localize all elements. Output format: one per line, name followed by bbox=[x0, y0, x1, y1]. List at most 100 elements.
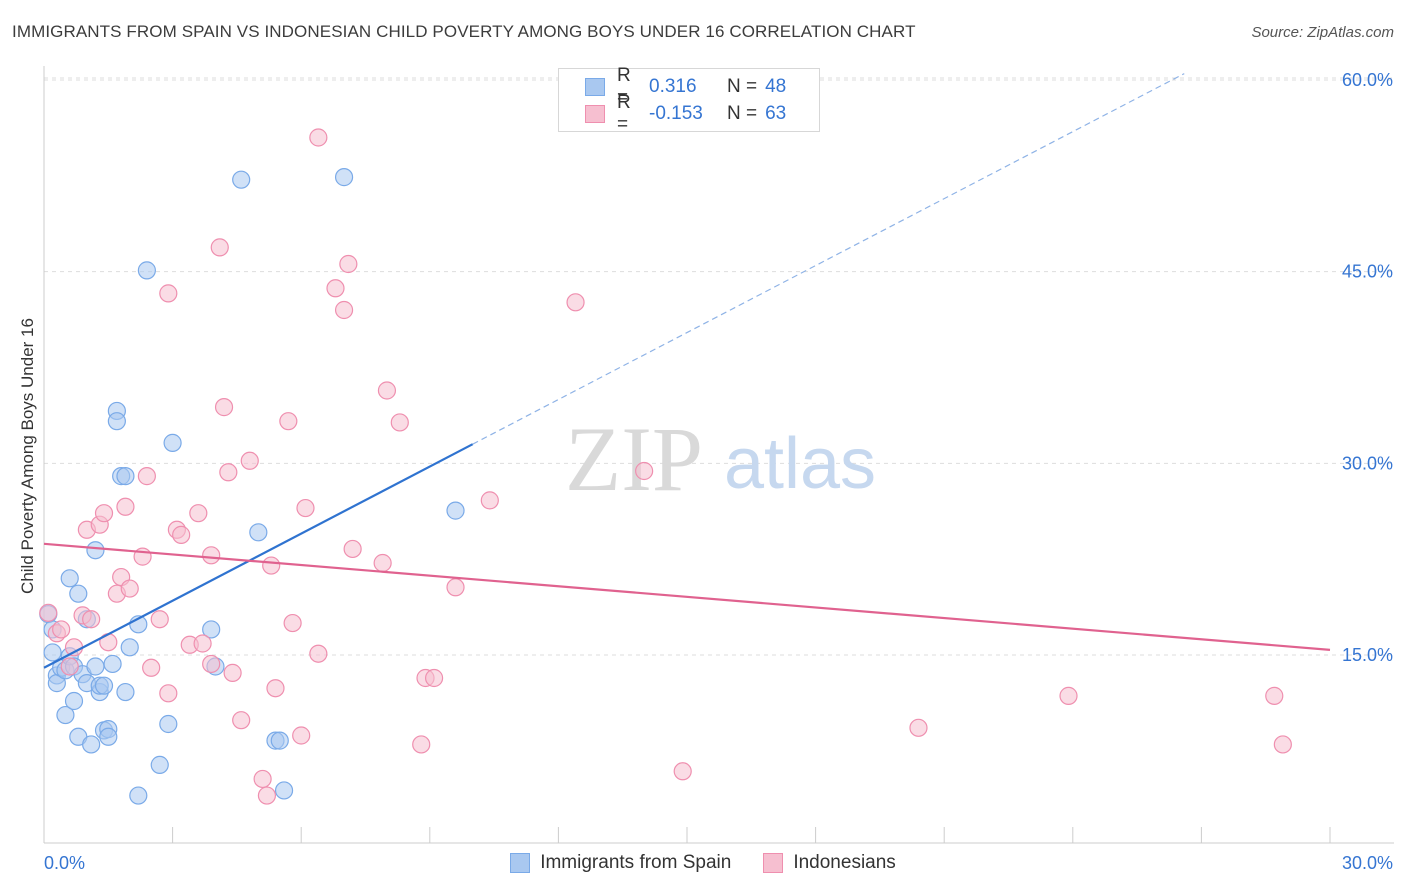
data-point-indonesians bbox=[283, 613, 302, 633]
trend-lines bbox=[43, 73, 1331, 669]
data-point-spain bbox=[64, 691, 84, 711]
data-point-indonesians bbox=[240, 451, 259, 470]
data-point-indonesians bbox=[909, 718, 928, 737]
data-point-spain bbox=[159, 714, 178, 734]
data-point-indonesians bbox=[159, 284, 178, 303]
data-point-indonesians bbox=[373, 553, 392, 573]
data-point-spain bbox=[129, 786, 148, 805]
data-point-indonesians bbox=[94, 504, 114, 523]
tick-labels: 15.0% 30.0% 45.0% 60.0% 0.0% 30.0% bbox=[44, 70, 1393, 873]
data-point-indonesians bbox=[202, 654, 221, 674]
data-point-spain bbox=[137, 261, 156, 280]
data-point-indonesians bbox=[566, 293, 585, 312]
data-point-indonesians bbox=[189, 504, 208, 523]
legend-item-indonesians: Indonesians bbox=[763, 852, 896, 874]
data-point-indonesians bbox=[309, 128, 328, 147]
data-point-indonesians bbox=[60, 657, 79, 676]
data-point-indonesians bbox=[193, 634, 212, 653]
x-tick-label: 30.0% bbox=[1342, 853, 1393, 873]
legend-swatch-spain bbox=[510, 853, 531, 873]
data-point-spain bbox=[99, 727, 118, 746]
data-point-spain bbox=[86, 541, 105, 560]
legend-r-value-spain: 0.316 bbox=[649, 76, 697, 97]
data-point-indonesians bbox=[390, 413, 409, 432]
stats-legend: R = 0.316 N = 48 R = -0.153 N = 63 bbox=[558, 65, 820, 135]
data-point-indonesians bbox=[172, 525, 191, 544]
data-point-spain bbox=[43, 643, 62, 662]
data-point-indonesians bbox=[214, 398, 234, 417]
data-point-indonesians bbox=[1273, 735, 1292, 754]
legend-r-value-indonesians: -0.153 bbox=[649, 103, 703, 124]
data-point-spain bbox=[120, 638, 139, 657]
gridlines bbox=[44, 77, 1394, 656]
legend-row-spain: R = 0.316 N = 48 bbox=[585, 65, 787, 108]
legend-n-label: N = bbox=[727, 103, 758, 124]
legend-row-indonesians: R = -0.153 N = 63 bbox=[585, 92, 787, 135]
data-point-indonesians bbox=[279, 412, 298, 431]
data-point-spain bbox=[150, 755, 169, 774]
chart-title: IMMIGRANTS FROM SPAIN VS INDONESIAN CHIL… bbox=[12, 22, 916, 41]
data-point-indonesians bbox=[82, 610, 101, 629]
data-point-indonesians bbox=[673, 762, 692, 781]
data-point-spain bbox=[94, 676, 114, 695]
data-point-indonesians bbox=[137, 467, 156, 486]
data-point-spain bbox=[103, 654, 122, 674]
watermark: ZIP atlas bbox=[565, 408, 876, 510]
data-point-indonesians bbox=[232, 711, 251, 730]
data-point-indonesians bbox=[446, 578, 465, 597]
legend-item-spain: Immigrants from Spain bbox=[510, 852, 731, 874]
data-point-indonesians bbox=[142, 658, 161, 677]
axes bbox=[43, 66, 1394, 844]
legend-label-spain: Immigrants from Spain bbox=[540, 852, 732, 873]
trend-line-spain bbox=[43, 443, 474, 669]
data-point-spain bbox=[107, 412, 126, 431]
legend-swatch-indonesians bbox=[585, 105, 605, 123]
data-point-indonesians bbox=[223, 663, 242, 682]
data-point-indonesians bbox=[257, 786, 277, 805]
watermark-atlas: atlas bbox=[724, 424, 876, 504]
series-legend: Immigrants from Spain Indonesians bbox=[0, 852, 1406, 874]
source-label: Source: ZipAtlas.com bbox=[1251, 24, 1394, 41]
data-point-indonesians bbox=[635, 461, 654, 481]
data-point-indonesians bbox=[1265, 686, 1284, 705]
watermark-zip: ZIP bbox=[565, 408, 703, 510]
data-point-indonesians bbox=[1059, 686, 1078, 705]
data-point-indonesians bbox=[343, 539, 362, 559]
data-point-indonesians bbox=[150, 610, 169, 629]
data-point-indonesians bbox=[296, 498, 315, 518]
legend-label-indonesians: Indonesians bbox=[793, 852, 896, 873]
x-tick-label: 0.0% bbox=[44, 853, 85, 873]
data-point-spain bbox=[232, 170, 251, 189]
trend-line-spain-extended bbox=[472, 73, 1185, 445]
legend-swatch-indonesians bbox=[763, 853, 784, 873]
data-point-indonesians bbox=[292, 726, 311, 745]
data-point-spain bbox=[274, 781, 294, 800]
data-point-spain bbox=[116, 682, 135, 702]
data-point-indonesians bbox=[202, 546, 221, 565]
data-point-indonesians bbox=[424, 668, 444, 688]
data-point-spain bbox=[249, 523, 268, 542]
legend-n-label: N = bbox=[727, 76, 758, 97]
trend-line-indonesians bbox=[43, 542, 1331, 651]
data-point-indonesians bbox=[334, 300, 354, 320]
data-point-spain bbox=[270, 731, 289, 750]
legend-r-label: R = bbox=[617, 92, 631, 135]
legend-swatch-spain bbox=[585, 78, 605, 96]
data-point-indonesians bbox=[412, 735, 431, 754]
data-point-indonesians bbox=[116, 497, 135, 516]
data-points bbox=[39, 128, 1292, 805]
data-point-spain bbox=[56, 705, 75, 725]
y-tick-label: 30.0% bbox=[1342, 453, 1393, 473]
data-point-indonesians bbox=[219, 463, 238, 482]
legend-n-value-spain: 48 bbox=[765, 76, 787, 97]
data-point-spain bbox=[334, 168, 354, 187]
data-point-indonesians bbox=[210, 238, 229, 257]
data-point-indonesians bbox=[253, 769, 272, 789]
data-point-indonesians bbox=[377, 381, 397, 400]
data-point-spain bbox=[69, 584, 88, 603]
data-point-spain bbox=[446, 501, 465, 520]
y-tick-label: 45.0% bbox=[1342, 262, 1393, 282]
data-point-spain bbox=[86, 657, 105, 676]
legend-n-value-indonesians: 63 bbox=[765, 103, 787, 124]
data-point-spain bbox=[163, 433, 182, 452]
